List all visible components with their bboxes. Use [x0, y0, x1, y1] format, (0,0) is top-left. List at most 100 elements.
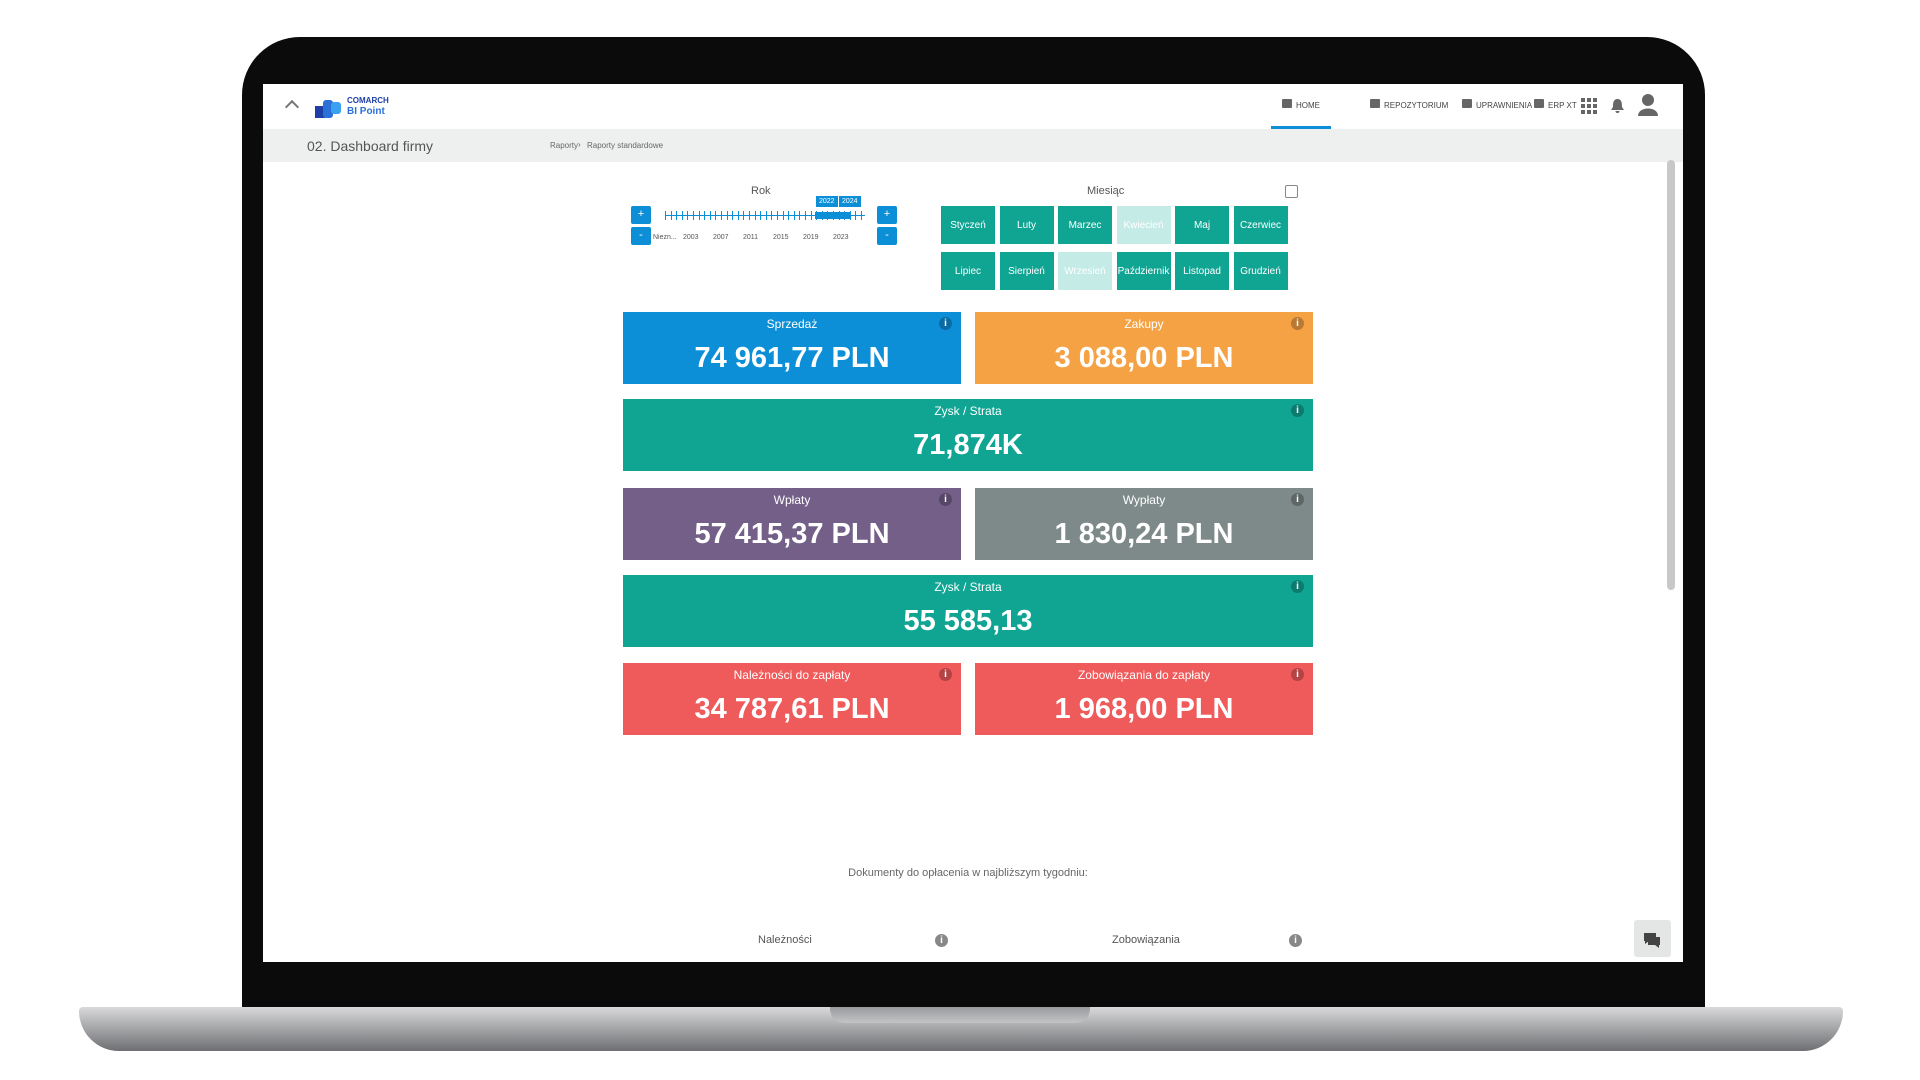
screen: COMARCH BI Point HOME REPOZYTORIUM UPRAWNI…: [263, 84, 1683, 962]
page-title: 02. Dashboard firmy: [307, 138, 434, 154]
section-column: Należności: [758, 934, 812, 946]
logo-top: COMARCH: [347, 96, 389, 105]
top-bar: COMARCH BI Point HOME REPOZYTORIUM UPRAWNI…: [263, 84, 1683, 129]
year-axis-label: 2015: [773, 234, 789, 241]
year-slider-tick: [855, 211, 857, 220]
bell-icon[interactable]: [1611, 98, 1624, 114]
logo-mark: [315, 100, 341, 118]
year-slider-tick: [743, 211, 745, 220]
month-button[interactable]: Czerwiec: [1233, 206, 1288, 244]
month-button[interactable]: Październik: [1116, 252, 1171, 290]
year-slider-range[interactable]: [815, 212, 851, 219]
kpi-label: Wpłaty: [773, 493, 811, 507]
info-icon[interactable]: i: [939, 317, 952, 330]
year-slider-tick: [681, 211, 683, 220]
kpi-card[interactable]: Zysk / Strata 71,874K i: [623, 399, 1313, 471]
nav-icon: [1534, 99, 1544, 108]
chat-icon: [1644, 933, 1660, 948]
info-icon[interactable]: i: [935, 934, 948, 947]
kpi-card[interactable]: Sprzedaż 74 961,77 PLN i: [623, 312, 961, 384]
year-axis-label: 2019: [803, 234, 819, 241]
year-axis-label: 2003: [683, 234, 699, 241]
year-slider-tick: [805, 211, 806, 220]
breadcrumb-bar: 02. Dashboard firmy Raporty › Raporty st…: [263, 129, 1683, 162]
kpi-card[interactable]: Zysk / Strata 55 585,13 i: [623, 575, 1313, 647]
month-button[interactable]: Grudzień: [1233, 252, 1288, 290]
year-slider-tick: [732, 211, 734, 220]
kpi-value: 3 088,00 PLN: [1054, 342, 1234, 374]
collapse-toggle[interactable]: [284, 99, 300, 115]
kpi-value: 71,874K: [913, 429, 1023, 461]
nav-item[interactable]: REPOZYTORIUM: [1384, 101, 1449, 110]
year-minus-button[interactable]: -: [877, 227, 897, 245]
year-slider-tick: [810, 211, 812, 220]
kpi-label: Należności do zapłaty: [733, 668, 851, 682]
year-slider-tick: [782, 211, 784, 220]
month-button[interactable]: Maj: [1175, 206, 1229, 244]
year-axis-label: 2011: [743, 234, 759, 241]
kpi-card[interactable]: Zobowiązania do zapłaty 1 968,00 PLN i: [975, 663, 1313, 735]
kpi-card[interactable]: Wpłaty 57 415,37 PLN i: [623, 488, 961, 560]
breadcrumb-item[interactable]: Raporty: [550, 141, 579, 150]
year-slider-tick: [788, 211, 790, 220]
info-icon[interactable]: i: [1291, 493, 1304, 506]
month-button[interactable]: Kwiecień: [1116, 206, 1171, 244]
year-slider-tick: [749, 211, 750, 220]
nav-item[interactable]: ERP XT: [1548, 101, 1577, 110]
apps-icon[interactable]: [1581, 98, 1597, 114]
nav-item[interactable]: UPRAWNIENIA: [1476, 101, 1533, 110]
month-button[interactable]: Lipiec: [941, 252, 995, 290]
info-icon[interactable]: i: [1289, 934, 1302, 947]
year-slider-tick: [760, 211, 762, 220]
nav-item[interactable]: HOME: [1296, 101, 1320, 110]
info-icon[interactable]: i: [1291, 580, 1304, 593]
month-button[interactable]: Listopad: [1175, 252, 1229, 290]
info-icon[interactable]: i: [1291, 404, 1304, 417]
year-slider-tick: [799, 211, 801, 220]
kpi-card[interactable]: Należności do zapłaty 34 787,61 PLN i: [623, 663, 961, 735]
kpi-value: 74 961,77 PLN: [694, 342, 890, 374]
chat-button[interactable]: [1634, 920, 1671, 957]
nav-icon: [1370, 99, 1380, 108]
kpi-label: Zakupy: [1124, 317, 1164, 331]
month-label: Miesiąc: [1087, 185, 1125, 197]
nav-active-underline: [1271, 126, 1331, 129]
user-icon[interactable]: [1638, 93, 1658, 117]
year-slider-tick: [670, 211, 672, 220]
year-selected-label: 2024: [839, 196, 861, 207]
year-minus-button[interactable]: -: [631, 227, 651, 245]
month-button[interactable]: Wrzesień: [1058, 252, 1112, 290]
select-all-toggle[interactable]: [1285, 185, 1298, 198]
year-axis-label: 2007: [713, 234, 729, 241]
month-button[interactable]: Luty: [999, 206, 1054, 244]
year-selected-label: 2022: [816, 196, 838, 207]
year-slider-tick: [715, 211, 717, 220]
logo-bottom: BI Point: [347, 106, 385, 117]
year-slider-tick: [687, 211, 689, 220]
month-button[interactable]: Styczeń: [941, 206, 995, 244]
info-icon[interactable]: i: [939, 493, 952, 506]
info-icon[interactable]: i: [1291, 317, 1304, 330]
scrollbar[interactable]: [1667, 160, 1675, 590]
month-button[interactable]: Marzec: [1058, 206, 1112, 244]
month-button[interactable]: Sierpień: [999, 252, 1054, 290]
section-title: Dokumenty do opłacenia w najbliższym tyg…: [848, 867, 1088, 879]
breadcrumb-item[interactable]: Raporty standardowe: [587, 141, 664, 150]
info-icon[interactable]: i: [939, 668, 952, 681]
kpi-value: 34 787,61 PLN: [694, 693, 890, 725]
kpi-card[interactable]: Wypłaty 1 830,24 PLN i: [975, 488, 1313, 560]
year-slider-tick: [665, 211, 666, 220]
year-slider-tick: [765, 211, 767, 220]
info-icon[interactable]: i: [1291, 668, 1304, 681]
kpi-label: Zysk / Strata: [934, 580, 1002, 594]
kpi-label: Sprzedaż: [766, 317, 818, 331]
kpi-card[interactable]: Zakupy 3 088,00 PLN i: [975, 312, 1313, 384]
year-slider-tick: [721, 211, 722, 220]
year-plus-button[interactable]: +: [631, 206, 651, 224]
year-slider-tick: [771, 211, 773, 220]
kpi-label: Wypłaty: [1122, 493, 1166, 507]
year-slider-tick: [676, 211, 678, 220]
year-slider-tick: [709, 211, 711, 220]
year-plus-button[interactable]: +: [877, 206, 897, 224]
